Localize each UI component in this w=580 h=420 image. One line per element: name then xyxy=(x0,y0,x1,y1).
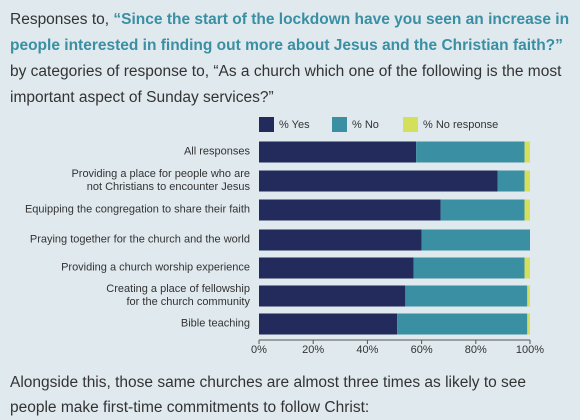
bar-segment xyxy=(259,313,398,335)
legend-label: % No response xyxy=(423,119,498,131)
y-tick-label: Praying together for the church and the … xyxy=(29,233,250,246)
legend-swatch xyxy=(332,117,347,132)
legend-label: % No xyxy=(352,119,379,131)
intro: Responses to, “Since the start of the lo… xyxy=(10,7,570,111)
bar-segment xyxy=(527,313,530,335)
bar-segment xyxy=(259,257,414,279)
bar-segment xyxy=(421,229,530,251)
bar-segment xyxy=(524,141,530,163)
bar-segment xyxy=(440,199,525,221)
x-tick-label: 80% xyxy=(465,344,487,356)
legend-swatch xyxy=(403,117,418,132)
x-tick-label: 20% xyxy=(302,344,324,356)
y-tick-label: Providing a church worship experience xyxy=(61,261,250,274)
bar-segment xyxy=(524,170,530,192)
bar-segment xyxy=(397,313,528,335)
bar-segment xyxy=(259,199,441,221)
y-tick-label: All responses xyxy=(183,145,250,158)
bar-segment xyxy=(413,257,525,279)
y-tick-label: Creating a place of fellowship for the c… xyxy=(106,283,250,308)
intro-lead: Responses to, xyxy=(10,11,110,28)
x-tick-label: 60% xyxy=(411,344,433,356)
legend-swatch xyxy=(259,117,274,132)
intro-question: “Since the start of the lockdown have yo… xyxy=(10,11,570,54)
bar-segment xyxy=(524,199,530,221)
bar-segment xyxy=(405,285,528,307)
y-tick-label: Equipping the congregation to share thei… xyxy=(24,203,250,216)
bar-segment xyxy=(416,141,525,163)
bar-segment xyxy=(259,285,406,307)
y-tick-label: Providing a place for people who are not… xyxy=(71,168,250,193)
bar-segment xyxy=(497,170,525,192)
x-tick-label: 0% xyxy=(251,344,267,356)
bar-segment xyxy=(259,141,417,163)
bar-segment xyxy=(259,170,498,192)
legend-label: % Yes xyxy=(279,119,310,131)
intro-rest: by categories of response to, “As a chur… xyxy=(10,63,562,106)
footer: Alongside this, those same churches are … xyxy=(10,374,527,416)
y-tick-label: Bible teaching xyxy=(180,317,250,330)
x-tick-label: 40% xyxy=(356,344,378,356)
bar-segment xyxy=(259,229,422,251)
x-tick-label: 100% xyxy=(516,344,544,356)
bar-segment xyxy=(527,285,530,307)
bar-segment xyxy=(524,257,530,279)
